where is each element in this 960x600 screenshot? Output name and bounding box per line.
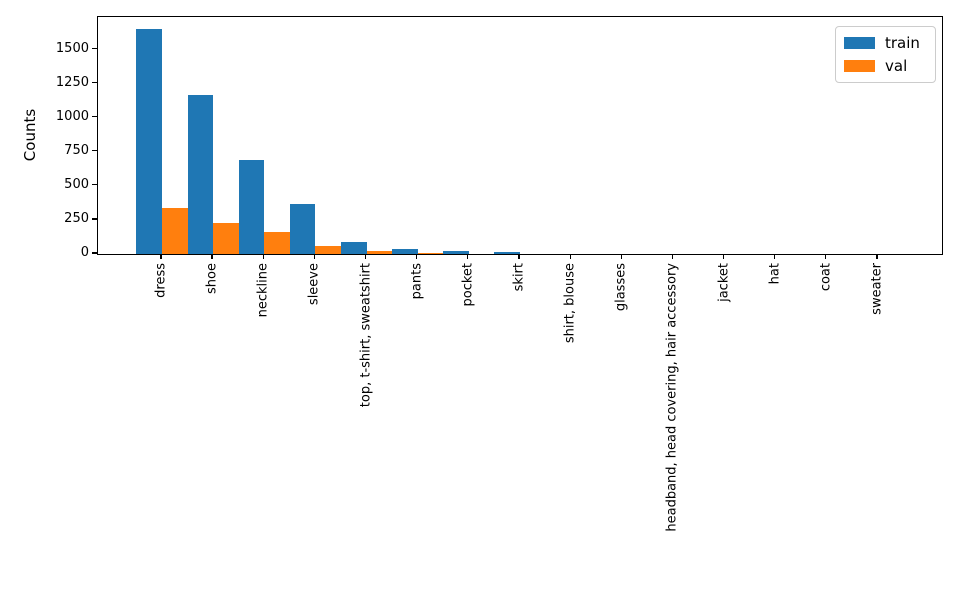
ytick-label: 1500: [55, 40, 89, 56]
xtick-mark: [518, 254, 520, 259]
xtick-mark: [364, 254, 367, 259]
ytick-mark: [92, 82, 97, 84]
legend-label-train: train: [885, 33, 920, 52]
bar-train-skirt: [494, 251, 520, 254]
xtick-label-top-t-shirt-sweatshirt: top, t-shirt, sweatshirt: [358, 263, 374, 408]
xtick-mark: [876, 254, 878, 259]
xtick-mark: [211, 254, 213, 259]
bar-val-shoe: [213, 223, 239, 254]
bar-val-top-t-shirt-sweatshirt: [366, 251, 393, 254]
ytick-label: 750: [64, 142, 89, 158]
xtick-label-neckline: neckline: [255, 263, 271, 318]
bar-train-dress: [136, 29, 162, 254]
xtick-mark: [723, 254, 725, 259]
xtick-mark: [262, 254, 264, 259]
xtick-label-dress: dress: [153, 263, 169, 298]
xtick-mark: [569, 254, 571, 259]
xtick-mark: [774, 254, 776, 259]
ytick-mark: [92, 116, 97, 118]
ytick-label: 250: [64, 210, 89, 226]
bar-val-dress: [161, 208, 188, 254]
legend-label-val: val: [885, 57, 908, 76]
xtick-label-pants: pants: [409, 263, 425, 300]
xtick-label-coat: coat: [818, 263, 834, 292]
legend-swatch-val: [844, 60, 875, 73]
xtick-label-glasses: glasses: [613, 263, 629, 312]
bar-val-pants: [417, 253, 444, 254]
xtick-mark: [467, 254, 469, 259]
bar-train-pants: [392, 248, 418, 254]
legend-item-train: train: [836, 34, 935, 52]
xtick-label-shirt-blouse: shirt, blouse: [562, 263, 578, 344]
ytick-mark: [92, 48, 97, 50]
ytick-label: 1250: [55, 74, 89, 90]
bar-train-pocket: [443, 251, 469, 254]
xtick-label-jacket: jacket: [716, 263, 732, 302]
ytick-label: 0: [80, 245, 89, 260]
xtick-mark: [313, 254, 315, 259]
xtick-label-shoe: shoe: [204, 263, 220, 294]
ytick-mark: [92, 218, 97, 220]
bar-val-sleeve: [315, 245, 341, 254]
xtick-label-sleeve: sleeve: [306, 263, 322, 306]
xtick-label-hat: hat: [767, 263, 783, 285]
y-axis-label: Counts: [21, 108, 39, 162]
ytick-label: 1000: [55, 108, 89, 124]
xtick-mark: [620, 254, 622, 259]
xtick-mark: [160, 254, 162, 259]
xtick-mark: [671, 254, 674, 259]
ytick-mark: [92, 184, 97, 186]
xtick-label-headband-head-covering-hair-accessory: headband, head covering, hair accessory: [664, 263, 680, 532]
bar-val-neckline: [264, 231, 290, 254]
bar-train-top-t-shirt-sweatshirt: [340, 241, 367, 254]
ytick-mark: [92, 252, 97, 254]
bar-train-shoe: [187, 94, 214, 254]
ytick-label: 500: [64, 176, 89, 192]
xtick-label-pocket: pocket: [460, 263, 476, 307]
plot-area: [97, 16, 943, 255]
xtick-label-skirt: skirt: [511, 263, 527, 292]
legend-swatch-train: [844, 36, 875, 49]
ytick-mark: [92, 150, 97, 152]
bar-train-neckline: [238, 160, 265, 254]
xtick-mark: [825, 254, 827, 259]
xtick-mark: [416, 254, 418, 259]
bar-train-sleeve: [289, 204, 316, 254]
xtick-label-sweater: sweater: [869, 263, 885, 315]
legend-item-val: val: [836, 57, 935, 75]
legend: train val: [835, 26, 936, 83]
